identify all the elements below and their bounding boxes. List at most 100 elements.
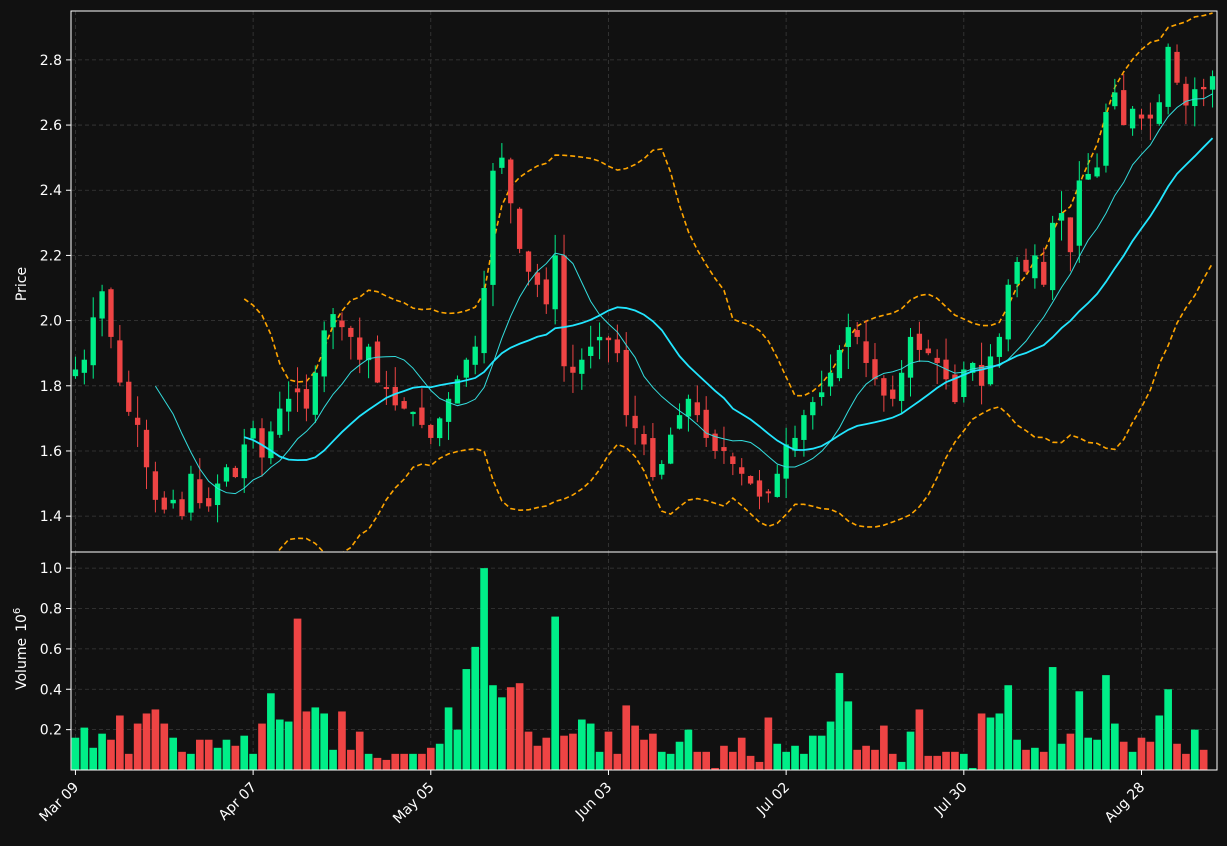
- candle: [383, 370, 390, 405]
- candle-body: [961, 369, 967, 398]
- candle-body: [374, 341, 381, 383]
- candle-body: [152, 471, 159, 500]
- volume-bar: [409, 753, 417, 770]
- volume-panel-frame: [70, 551, 1218, 771]
- candle-body: [134, 417, 141, 425]
- candle-body: [925, 348, 931, 354]
- volume-bar: [506, 687, 515, 770]
- volume-bar: [826, 721, 835, 770]
- candle-body: [872, 359, 878, 380]
- volume-bar: [80, 727, 89, 770]
- candle: [783, 427, 789, 499]
- volume-bar: [586, 723, 595, 770]
- volume-bar: [577, 719, 586, 770]
- candle-body: [285, 398, 292, 412]
- volume-scale-exponent: 6: [12, 608, 23, 614]
- candle-body: [428, 424, 434, 438]
- volume-bar: [888, 753, 897, 770]
- candle: [703, 396, 709, 447]
- price-y-tick-label: 2.6: [40, 118, 62, 134]
- candle-body: [126, 381, 132, 412]
- volume-bar: [737, 737, 746, 770]
- volume-y-tick-label: 0.2: [40, 723, 62, 739]
- candle: [223, 464, 230, 487]
- candle: [206, 487, 212, 512]
- sma-fast-line: [154, 93, 1213, 495]
- candle: [472, 335, 478, 375]
- candle: [934, 349, 940, 385]
- candle: [294, 367, 301, 412]
- candle-body: [1121, 90, 1127, 126]
- candle-body: [712, 433, 718, 451]
- candle: [685, 394, 692, 432]
- candle: [508, 157, 514, 224]
- volume-bar: [746, 755, 755, 770]
- candle: [890, 375, 896, 407]
- volume-bar: [462, 669, 471, 770]
- volume-y-tick-label: 1.0: [40, 561, 62, 577]
- candle: [1094, 153, 1100, 178]
- candle: [1085, 153, 1091, 180]
- volume-bar: [240, 735, 249, 770]
- volume-bar: [897, 761, 906, 770]
- candle: [534, 263, 541, 298]
- volume-bar: [284, 721, 293, 770]
- candle-body: [659, 464, 665, 475]
- candle: [365, 343, 372, 379]
- candle: [596, 322, 603, 360]
- candle: [819, 370, 825, 406]
- candle: [339, 312, 345, 341]
- volume-bar: [1075, 691, 1084, 770]
- candle-body: [197, 479, 203, 504]
- volume-bar: [418, 753, 426, 770]
- volume-bar: [311, 707, 320, 770]
- volume-bar: [151, 709, 160, 770]
- price-y-tick-label: 1.8: [40, 379, 62, 395]
- volume-bar: [693, 751, 702, 770]
- volume-bar: [453, 729, 462, 770]
- candle: [605, 335, 612, 363]
- candle-body: [277, 408, 283, 435]
- candle-body: [827, 372, 834, 387]
- candle-body: [881, 378, 887, 396]
- volume-bar: [498, 697, 506, 770]
- candle-body: [579, 359, 585, 374]
- candle-body: [339, 320, 345, 328]
- candle-body: [756, 480, 763, 497]
- candle-body: [1085, 173, 1091, 180]
- candle: [872, 343, 878, 386]
- candle-body: [1201, 86, 1207, 90]
- candle: [259, 418, 265, 477]
- candle: [1023, 248, 1029, 274]
- candle-body: [1058, 213, 1065, 221]
- candle-body: [1165, 46, 1171, 107]
- volume-bar: [187, 753, 195, 770]
- volume-bar: [1182, 753, 1190, 770]
- candle-body: [294, 388, 301, 393]
- candle-body: [81, 359, 87, 373]
- candle: [410, 411, 416, 427]
- candle: [1112, 78, 1118, 110]
- candle-body: [588, 346, 594, 356]
- candle: [978, 342, 985, 405]
- candle-body: [330, 314, 336, 328]
- volume-bar: [1084, 737, 1093, 770]
- candle: [1174, 44, 1180, 86]
- volume-bar: [1128, 751, 1137, 770]
- candle: [952, 364, 958, 405]
- candle: [499, 143, 505, 174]
- moving-averages: [154, 93, 1214, 495]
- volume-bar: [1111, 723, 1119, 770]
- candle-body: [1005, 284, 1011, 340]
- candle: [1201, 78, 1207, 107]
- candle-body: [819, 392, 825, 398]
- volume-bar: [1066, 733, 1075, 770]
- candle-body: [1192, 89, 1198, 107]
- candle: [161, 491, 167, 514]
- volume-bar: [995, 713, 1004, 770]
- volume-bar: [382, 759, 391, 770]
- volume-bar: [1164, 689, 1172, 770]
- volume-bar: [764, 717, 773, 770]
- candle: [490, 162, 496, 307]
